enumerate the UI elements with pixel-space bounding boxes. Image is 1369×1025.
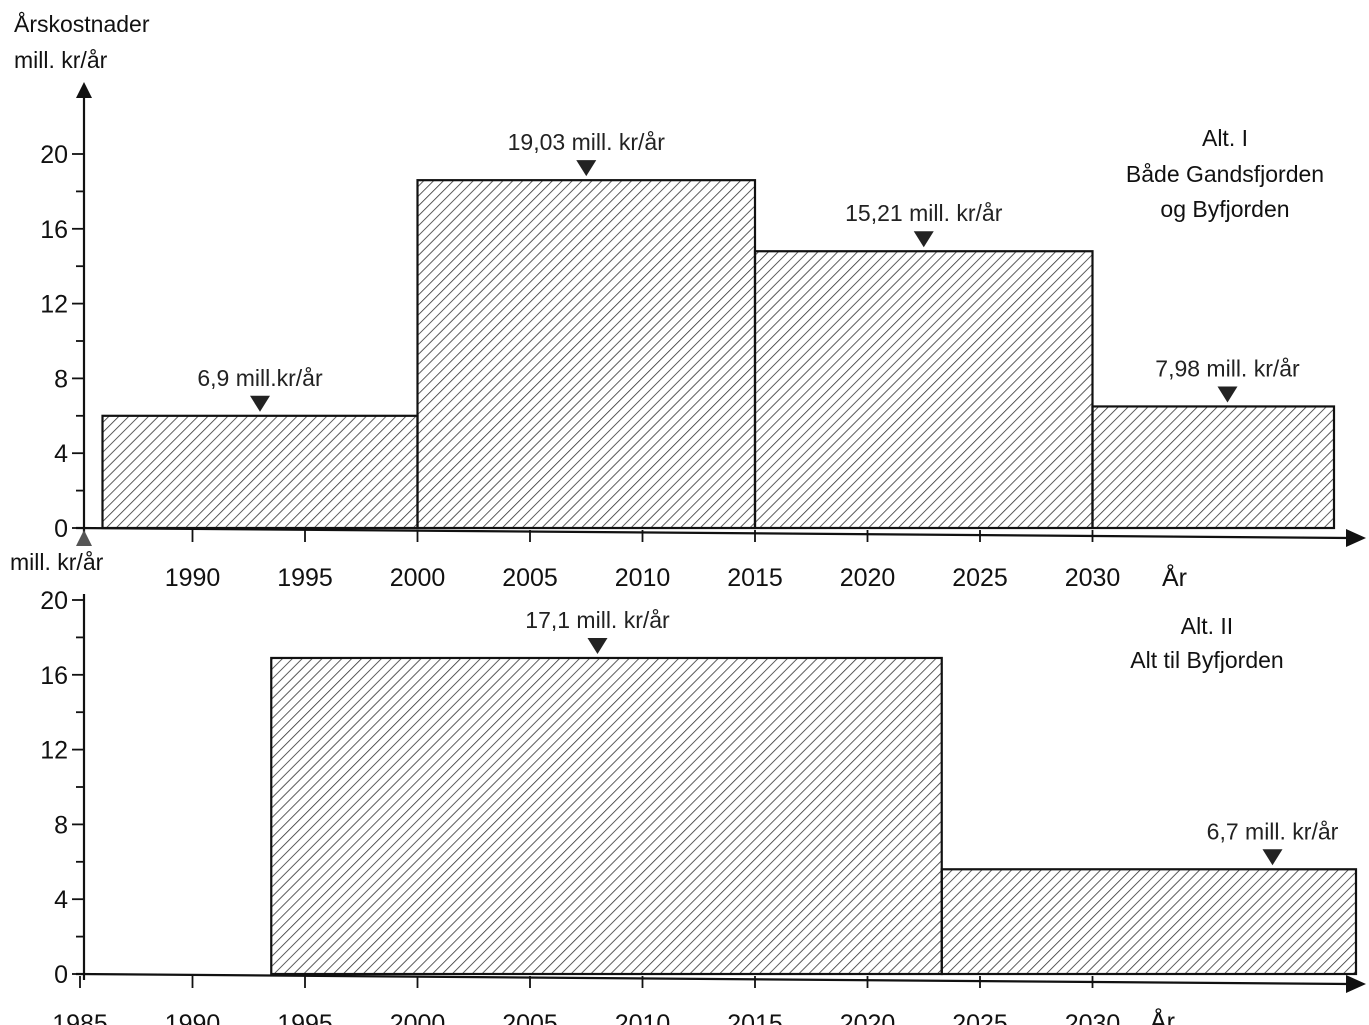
x-tick-label: 2015 — [727, 564, 783, 592]
y-tick-label: 8 — [54, 365, 68, 393]
x-tick-label: 2005 — [502, 564, 558, 592]
cost-bar-2 — [753, 250, 1094, 530]
y-tick-label: 16 — [40, 216, 68, 244]
x-axis-line — [75, 972, 1351, 986]
y-tick-label: 4 — [54, 886, 68, 914]
origin-arrow-icon — [76, 530, 92, 546]
y-axis-label: Årskostnader — [14, 10, 150, 37]
panel-alt-1: 0 4 8 12 16 20 1990 1995 2000 2005 2010 2015 2020 202… — [14, 10, 1366, 592]
x-axis-label: År — [1150, 1006, 1175, 1025]
annotation-marker-icon — [250, 395, 270, 412]
cost-annotation: 15,21 mill. kr/år — [845, 200, 1003, 226]
y-tick-label: 12 — [40, 737, 68, 765]
annotation-marker-icon — [576, 160, 597, 177]
x-tick-label: 1995 — [277, 1010, 333, 1025]
y-tick-label: 8 — [54, 811, 68, 839]
cost-annotation: 6,9 mill.kr/år — [197, 365, 323, 391]
cost-bar-0 — [101, 414, 419, 530]
cost-bar-1 — [940, 868, 1358, 976]
y-tick-label: 0 — [54, 515, 68, 543]
x-axis-arrow-icon — [1346, 975, 1366, 993]
y-tick-label: 16 — [40, 662, 68, 690]
y-axis-label-unit: mill. kr/år — [14, 47, 108, 73]
cost-annotation: 19,03 mill. kr/år — [508, 129, 666, 155]
panel-title-line: Både Gandsfjorden — [1126, 161, 1324, 187]
x-axis-label: År — [1162, 562, 1187, 592]
x-tick-label: 2010 — [615, 564, 671, 592]
panel-title-line: Alt. I — [1202, 125, 1248, 151]
annotation-marker-icon — [913, 231, 934, 248]
x-tick-label: 2030 — [1065, 564, 1121, 592]
panel-title-line: og Byfjorden — [1160, 196, 1289, 222]
x-tick-label: 1990 — [165, 1010, 221, 1025]
x-tick-label: 2025 — [952, 564, 1008, 592]
panel-title-line: Alt til Byfjorden — [1130, 647, 1283, 673]
x-tick-label: 2015 — [727, 1010, 783, 1025]
x-tick-label: 2020 — [840, 564, 896, 592]
x-tick-label: 2000 — [390, 1010, 446, 1025]
y-axis-label: mill. kr/år — [10, 549, 104, 575]
cost-annotation: 7,98 mill. kr/år — [1155, 355, 1300, 381]
y-axis-arrow-icon — [76, 82, 92, 98]
x-tick-label: 2025 — [952, 1010, 1008, 1025]
y-tick-label: 20 — [40, 141, 68, 169]
x-tick-label: 1985 — [52, 1010, 108, 1025]
x-tick-label: 1995 — [277, 564, 333, 592]
y-tick-label: 0 — [54, 961, 68, 989]
x-axis-arrow-icon — [1346, 529, 1366, 547]
cost-bar-3 — [1091, 405, 1336, 530]
panel-title-line: Alt. II — [1181, 613, 1233, 639]
y-tick-label: 12 — [40, 291, 68, 319]
annotation-marker-icon — [1262, 849, 1283, 866]
panel-alt-2: 0 4 8 12 16 20 1985 1990 1995 2000 2005 2010 2015 202… — [10, 549, 1366, 1025]
cost-annotation: 17,1 mill. kr/år — [525, 607, 670, 633]
x-tick-label: 2005 — [502, 1010, 558, 1025]
annotation-marker-icon — [1217, 386, 1238, 403]
annotation-marker-icon — [587, 637, 608, 654]
x-tick-label: 2030 — [1065, 1010, 1121, 1025]
x-tick-label: 1990 — [165, 564, 221, 592]
cost-bar-1 — [416, 179, 757, 530]
cost-annotation: 6,7 mill. kr/år — [1207, 818, 1339, 844]
x-tick-label: 2010 — [615, 1010, 671, 1025]
cost-bar-0 — [270, 656, 943, 976]
x-axis-line — [75, 526, 1351, 540]
y-tick-label: 20 — [40, 587, 68, 615]
y-tick-label: 4 — [54, 440, 68, 468]
x-tick-label: 2000 — [390, 564, 446, 592]
x-tick-label: 2020 — [840, 1010, 896, 1025]
